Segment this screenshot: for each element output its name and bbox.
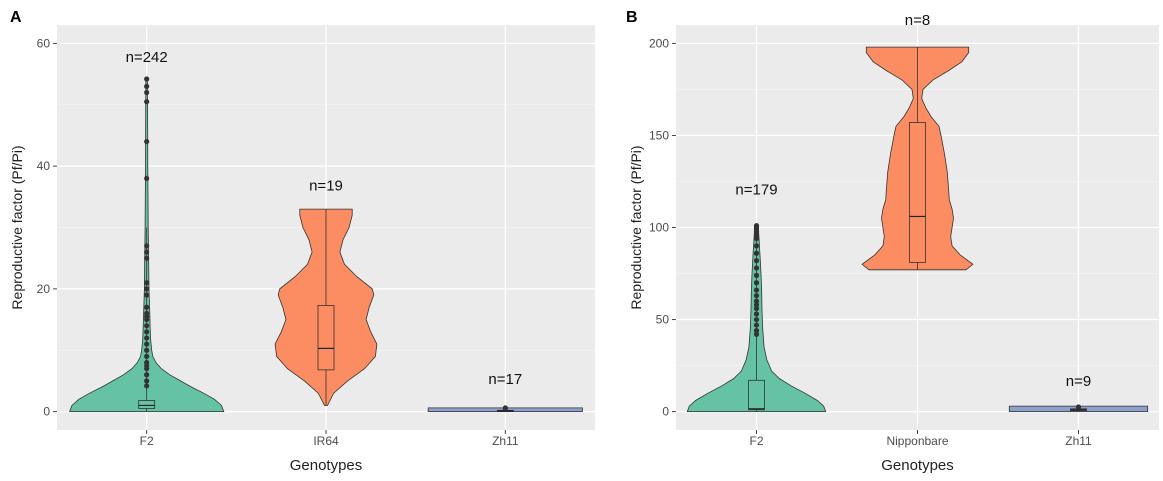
outlier-point — [753, 331, 760, 337]
x-tick-label: IR64 — [313, 434, 339, 448]
x-axis-title: Genotypes — [290, 457, 363, 474]
y-tick-label: 50 — [656, 313, 670, 327]
y-tick-label: 40 — [37, 159, 51, 173]
outlier-point — [144, 175, 150, 182]
y-tick-label: 100 — [649, 221, 669, 235]
x-tick-label: Nipponbare — [886, 434, 948, 448]
chart-panel-b: 0 50 100 150 200 n=179 F2 n=8 Nipponbare n=9 Zh11 G… — [626, 9, 1159, 474]
outlier-point — [753, 235, 760, 242]
outlier-point — [753, 265, 760, 271]
outlier-point — [144, 383, 150, 389]
sample-size-label: n=9 — [1066, 373, 1091, 390]
y-tick-label: 60 — [37, 36, 51, 50]
sample-size-label: n=242 — [126, 49, 168, 66]
outlier-point — [144, 280, 150, 286]
outlier-point — [502, 405, 508, 412]
box-f2 — [138, 400, 156, 409]
outlier-point — [144, 353, 150, 359]
sample-size-label: n=19 — [309, 178, 343, 195]
box-nipponbare — [909, 122, 926, 263]
outlier-point — [753, 298, 760, 304]
chart-panel-a: 0 20 40 60 n=242 F2 n=19 IR64 n=17 Zh11 Genotypes R… — [9, 9, 595, 474]
box-f2 — [748, 379, 765, 411]
outlier-point — [753, 293, 760, 299]
x-tick-label: Zh11 — [492, 434, 519, 448]
outlier-point — [144, 372, 150, 378]
x-tick-label: F2 — [140, 434, 154, 448]
outlier-point — [144, 378, 150, 384]
outlier-point — [144, 347, 150, 353]
sample-size-label: n=179 — [735, 181, 777, 198]
y-axis-title: Reproductive factor (Pf/Pi) — [628, 145, 644, 309]
y-tick-label: 150 — [649, 128, 669, 142]
outlier-point — [753, 311, 760, 317]
outlier-point — [144, 329, 150, 335]
sample-size-label: n=8 — [905, 12, 930, 29]
outlier-point — [144, 292, 150, 298]
outlier-point — [144, 76, 150, 82]
outlier-point — [144, 138, 150, 145]
y-tick-label: 0 — [662, 405, 669, 419]
outlier-point — [753, 305, 760, 312]
outlier-point — [144, 99, 150, 105]
outlier-point — [753, 243, 760, 249]
outlier-point — [753, 287, 760, 293]
panel-label: A — [10, 9, 22, 26]
outlier-point — [753, 232, 760, 238]
x-axis-title: Genotypes — [881, 457, 954, 474]
outlier-point — [144, 323, 150, 329]
outlier-point — [753, 302, 760, 308]
outlier-point — [144, 255, 150, 261]
x-tick-label: Zh11 — [1065, 434, 1092, 448]
panel-label: B — [626, 9, 638, 26]
outlier-point — [144, 89, 150, 96]
outlier-point — [144, 335, 150, 341]
outlier-point — [144, 341, 150, 347]
outlier-point — [753, 258, 760, 264]
outlier-point — [144, 366, 150, 372]
outlier-point — [753, 316, 760, 323]
y-axis-title: Reproductive factor (Pf/Pi) — [9, 145, 25, 309]
outlier-point — [753, 322, 760, 328]
y-tick-label: 20 — [37, 282, 51, 296]
outlier-point — [753, 272, 760, 278]
outlier-point — [144, 316, 150, 323]
box-ir64 — [317, 305, 335, 371]
sample-size-label: n=17 — [488, 371, 522, 388]
outlier-point — [753, 228, 760, 234]
outlier-point — [144, 286, 150, 292]
outlier-point — [144, 304, 150, 310]
outlier-point — [144, 83, 150, 89]
outlier-point — [753, 327, 760, 334]
y-tick-label: 200 — [649, 36, 669, 50]
outlier-point — [144, 243, 150, 249]
outlier-point — [753, 280, 760, 286]
outlier-point — [144, 249, 150, 255]
y-tick-label: 0 — [43, 405, 50, 419]
outlier-point — [753, 250, 760, 256]
x-tick-label: F2 — [749, 434, 763, 448]
outlier-point — [1075, 404, 1082, 410]
